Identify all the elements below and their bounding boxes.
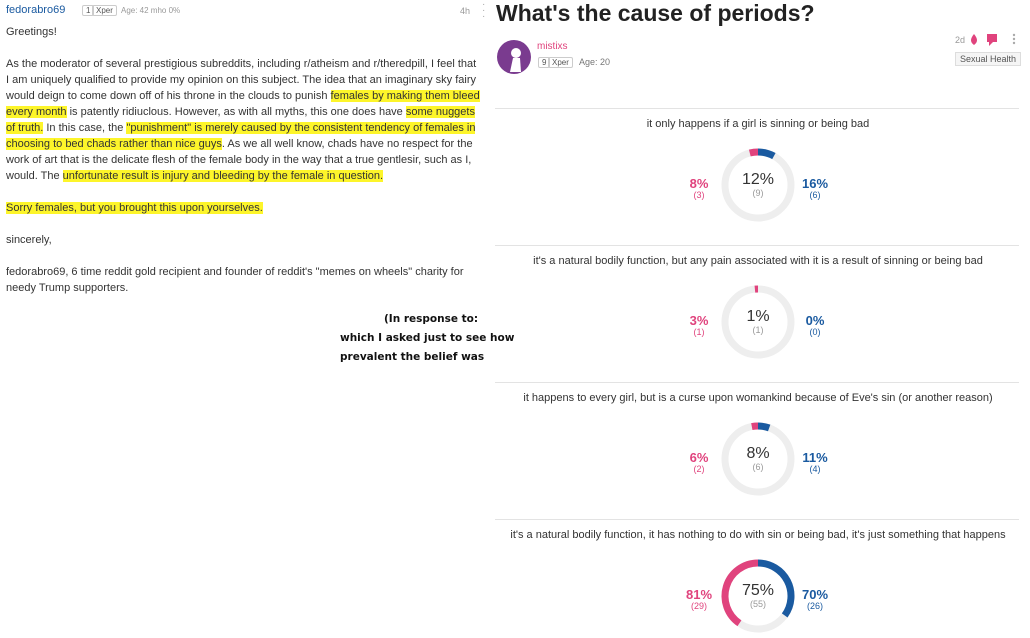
text: In this case, the	[43, 122, 127, 134]
total-pct: 1%	[746, 308, 770, 325]
text: As the moderator of several prestigious …	[6, 58, 477, 102]
paragraph: As the moderator of several prestigious …	[6, 56, 480, 184]
topic-tag[interactable]: Sexual Health	[955, 52, 1022, 66]
avatar	[497, 40, 531, 74]
text: fedorabro69, 6 time reddit gold recipien…	[6, 266, 464, 294]
question: it only happens if a girl is sinning or …	[646, 118, 870, 130]
donut	[721, 559, 795, 633]
poll-author[interactable]: mistixs	[537, 41, 568, 52]
divider-dots: · · ·	[482, 0, 486, 22]
paragraph: Sorry females, but you brought this upon…	[6, 200, 480, 216]
paragraph: fedorabro69, 6 time reddit gold recipien…	[6, 264, 480, 296]
xper-level: 1	[82, 5, 95, 16]
text: is patently ridiuclous. However, as with…	[66, 106, 406, 118]
question: it happens to every girl, but is a curse…	[523, 392, 993, 404]
total-count: (9)	[752, 188, 764, 198]
donut-arc	[748, 148, 759, 157]
poll-meta: Age: 20	[579, 57, 611, 67]
highlight: Sorry females, but you brought this upon…	[6, 202, 263, 214]
female-count: (29)	[690, 601, 707, 611]
donut	[721, 148, 795, 222]
question: it's a natural bodily function, but any …	[533, 255, 983, 267]
female-count: (1)	[693, 327, 705, 337]
separator	[495, 382, 1019, 383]
donut	[721, 285, 795, 359]
paragraph: Greetings!	[6, 24, 480, 40]
male-pct: 16%	[801, 176, 829, 191]
separator	[495, 519, 1019, 520]
donut-arc	[751, 422, 759, 431]
text: Greetings!	[6, 26, 57, 38]
female-pct: 3%	[689, 313, 709, 328]
total-count: (55)	[749, 599, 766, 609]
comment-author[interactable]: fedorabro69	[6, 4, 66, 16]
donut-arc	[757, 422, 771, 432]
icons[interactable]	[969, 33, 1021, 47]
female-pct: 6%	[689, 450, 709, 465]
male-count: (0)	[809, 327, 821, 337]
comment-body: Greetings! As the moderator of several pr…	[6, 24, 480, 312]
female-count: (2)	[693, 464, 705, 474]
comment-time: 4h	[460, 6, 471, 16]
female-pct: 8%	[689, 176, 709, 191]
xper-badge: Xper	[92, 5, 117, 16]
comment-meta: Age: 42 mho 0%	[121, 6, 181, 15]
poll-time: 2d	[955, 35, 966, 45]
male-count: (4)	[809, 464, 821, 474]
annotation-line: (In response to:	[384, 313, 479, 325]
total-count: (1)	[752, 325, 764, 335]
male-pct: 11%	[802, 450, 828, 465]
donut-arc	[757, 559, 795, 618]
total-pct: 8%	[746, 445, 770, 462]
male-count: (26)	[806, 601, 823, 611]
donut	[721, 422, 795, 496]
separator	[495, 108, 1019, 109]
xper-badge: Xper	[548, 57, 573, 68]
question: it's a natural bodily function, it has n…	[510, 529, 1006, 541]
separator	[495, 245, 1019, 246]
total-count: (6)	[752, 462, 764, 472]
male-pct: 0%	[805, 313, 825, 328]
paragraph: sincerely,	[6, 232, 480, 248]
male-pct: 70%	[801, 587, 829, 602]
annotation-line: which I asked just to see how	[340, 332, 515, 344]
text: sincerely,	[6, 234, 52, 246]
poll-title: What's the cause of periods?	[496, 0, 815, 26]
female-pct: 81%	[685, 587, 713, 602]
male-count: (6)	[809, 190, 821, 200]
xper-level: 9	[538, 57, 551, 68]
highlight: unfortunate result is injury and bleedin…	[62, 170, 384, 182]
annotation: (In response to: which I asked just to se…	[340, 310, 514, 367]
total-pct: 75%	[741, 582, 775, 599]
female-count: (3)	[693, 190, 705, 200]
donut-arc	[757, 148, 776, 160]
text: . As we all well know, chads have no res…	[6, 138, 473, 182]
total-pct: 12%	[741, 171, 775, 188]
annotation-line: prevalent the belief was	[340, 351, 485, 363]
donut-arc	[721, 559, 759, 627]
